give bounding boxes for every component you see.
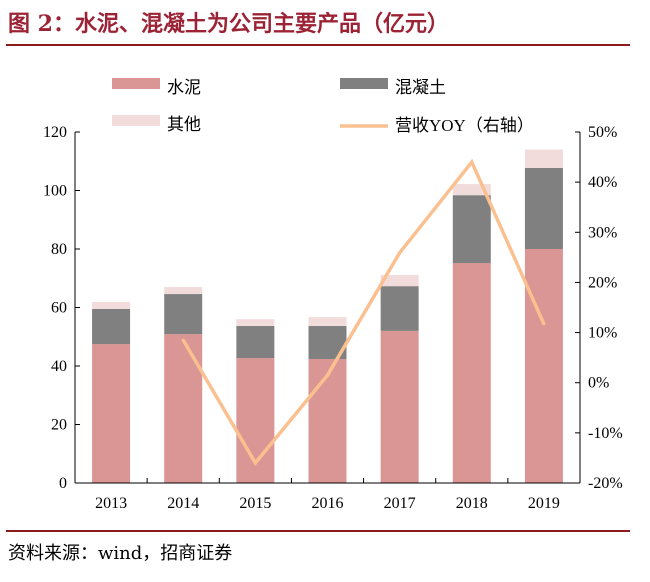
x-tick-label: 2014	[167, 495, 199, 512]
yoy-line	[181, 158, 546, 466]
legend-label: 其他	[167, 115, 201, 134]
bar-水泥-2019	[524, 249, 563, 483]
y-tick-label: 20	[51, 417, 67, 434]
top-rule	[6, 44, 630, 46]
x-tick-label: 2013	[95, 495, 127, 512]
bar-混凝土-2017	[380, 286, 419, 331]
x-tick-label: 2017	[384, 495, 416, 512]
y2-tick-label: 0%	[588, 375, 609, 392]
bar-其他-2015	[236, 319, 275, 326]
yoy-point-2017	[398, 251, 402, 255]
y2-tick-label: 10%	[588, 325, 617, 342]
bar-混凝土-2013	[92, 308, 131, 345]
yoy-point-2014	[181, 338, 185, 342]
legend-label: 混凝土	[395, 78, 446, 97]
y2-tick-label: 20%	[588, 274, 617, 291]
bar-水泥-2017	[380, 330, 419, 483]
bar-混凝土-2014	[164, 294, 203, 335]
legend-swatch-混凝土	[340, 78, 388, 89]
y2-tick-label: 50%	[588, 124, 617, 141]
y2-tick-label: -20%	[588, 475, 623, 492]
y-tick-label: 80	[51, 241, 67, 258]
bar-其他-2014	[164, 287, 203, 295]
bar-其他-2017	[380, 275, 419, 287]
bar-水泥-2018	[452, 263, 491, 483]
y-tick-label: 120	[43, 124, 67, 141]
x-tick-label: 2019	[528, 495, 560, 512]
figure-title: 图 2：水泥、混凝土为公司主要产品（亿元）	[8, 11, 449, 37]
yoy-point-2019	[542, 322, 546, 326]
x-tick-label: 2018	[456, 495, 488, 512]
source-note: 资料来源：wind，招商证券	[8, 543, 233, 564]
y-tick-label: 60	[51, 300, 67, 317]
bar-其他-2019	[524, 149, 563, 168]
bar-水泥-2013	[92, 344, 131, 483]
bar-水泥-2014	[164, 334, 203, 483]
bar-其他-2016	[308, 317, 347, 326]
legend-swatch-水泥	[112, 78, 160, 89]
chart: 0 20 40 60 80 100 120 -20% -10% 0% 10% 20% 30% 40% 50%…	[43, 78, 623, 512]
bar-混凝土-2015	[236, 325, 275, 359]
yoy-point-2016	[326, 373, 329, 377]
y-tick-label: 100	[43, 183, 67, 200]
bar-水泥-2016	[308, 358, 347, 483]
bar-混凝土-2019	[524, 167, 563, 249]
y-tick-label: 40	[51, 358, 67, 375]
bar-混凝土-2018	[452, 195, 491, 264]
y2-tick-label: 40%	[588, 174, 617, 191]
legend-label: 营收YOY（右轴）	[395, 116, 534, 135]
legend-label: 水泥	[167, 78, 201, 97]
x-tick-label: 2015	[239, 495, 271, 512]
yoy-point-2015	[253, 461, 257, 465]
y-tick-label: 0	[59, 475, 67, 492]
legend-swatch-其他	[112, 115, 160, 126]
bar-其他-2018	[452, 184, 491, 196]
y2-tick-label: 30%	[588, 224, 617, 241]
y2-tick-label: -10%	[588, 425, 623, 442]
bar-其他-2013	[92, 301, 131, 309]
bottom-rule	[6, 530, 630, 532]
yoy-point-2018	[470, 160, 474, 164]
x-tick-label: 2016	[312, 495, 344, 512]
